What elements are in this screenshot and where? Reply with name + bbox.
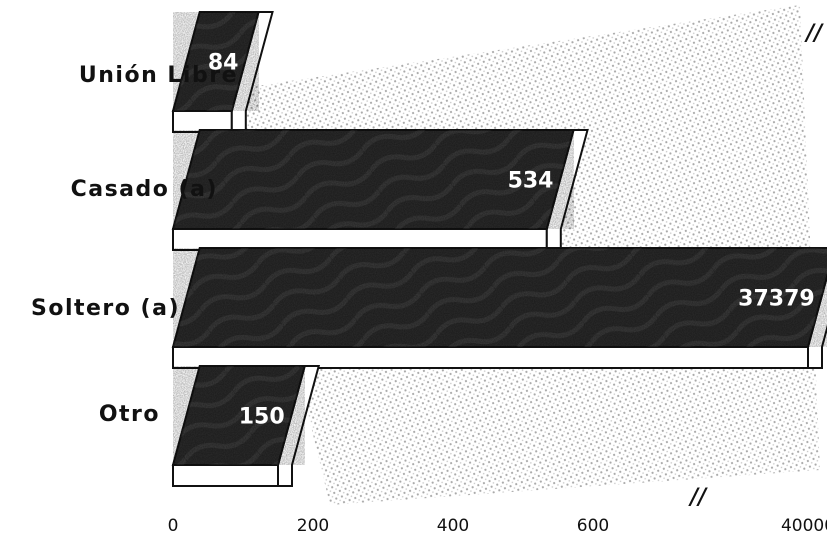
- bar-value-label: 37379: [738, 287, 815, 312]
- bar-side-face: [807, 272, 827, 369]
- x-tick-label: 400: [437, 516, 469, 536]
- x-tick-label: 40000: [781, 516, 827, 536]
- bar-top-grain: [173, 130, 574, 229]
- x-tick-label: 0: [168, 516, 179, 536]
- bar-front-face: [172, 228, 548, 251]
- bar-front-face: [172, 464, 279, 487]
- bar-value-label: 534: [508, 169, 554, 194]
- bar-top-grain: [173, 248, 827, 347]
- bar-top-grain: [173, 366, 305, 465]
- x-tick-label: 200: [297, 516, 329, 536]
- category-label: Unión Libre: [79, 63, 238, 88]
- bar-value-label: 150: [239, 405, 285, 430]
- x-axis: 0 200 400 600 40000: [168, 516, 827, 536]
- axis-break-mark: //: [804, 20, 824, 46]
- category-labels: Unión Libre Casado (a) Soltero (a) Otro: [31, 63, 238, 427]
- category-label: Casado (a): [71, 177, 218, 202]
- category-label: Soltero (a): [31, 296, 180, 321]
- x-tick-label: 600: [577, 516, 609, 536]
- bar-top-grain: [173, 12, 259, 111]
- bar-3: 150: [171, 365, 321, 487]
- bar-group: 84 534 37379 150: [171, 11, 827, 487]
- bar-front-face: [172, 110, 233, 133]
- bar-1: 534: [171, 129, 589, 251]
- axis-break-mark-bottom: //: [688, 484, 708, 510]
- bar-value-label: 84: [208, 51, 239, 76]
- category-label: Otro: [99, 402, 160, 427]
- bar-2: 37379: [171, 247, 827, 369]
- bar-0: 84: [171, 11, 274, 133]
- bar-front-face: [172, 346, 809, 369]
